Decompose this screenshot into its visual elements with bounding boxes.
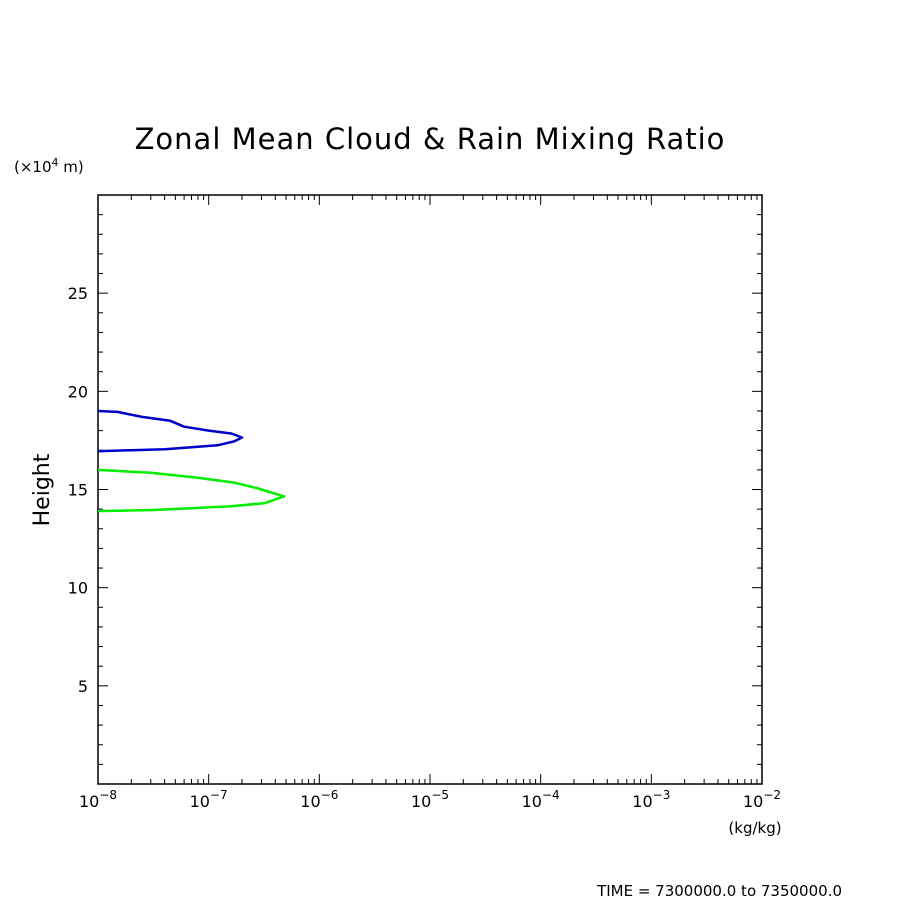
x-tick-base: 10 (632, 792, 652, 811)
x-tick-labels: 10−8 10−7 10−6 10−5 10−4 10−3 10−2 (79, 788, 781, 811)
axis-ticks (98, 195, 762, 784)
y-unit-suffix: m) (59, 158, 84, 176)
x-tick-exponent: −7 (210, 788, 228, 802)
y-tick-label: 20 (68, 382, 88, 401)
x-tick-exponent: −8 (99, 788, 117, 802)
x-tick-base: 10 (522, 792, 542, 811)
x-tick-label: 10−4 (522, 788, 560, 811)
x-tick-exponent: −5 (431, 788, 449, 802)
x-tick-base: 10 (300, 792, 320, 811)
x-tick-label: 10−2 (743, 788, 781, 811)
x-tick-label: 10−3 (632, 788, 670, 811)
x-tick-exponent: −2 (763, 788, 781, 802)
y-unit-exponent: 4 (52, 156, 59, 169)
y-tick-label: 25 (68, 284, 88, 303)
time-footer: TIME = 7300000.0 to 7350000.0 (596, 882, 842, 900)
y-axis-label: Height (30, 453, 55, 526)
x-tick-exponent: −3 (653, 788, 671, 802)
y-tick-labels: 5 10 15 20 25 (68, 284, 88, 696)
series-line-1 (97, 409, 244, 453)
x-tick-label: 10−6 (300, 788, 338, 811)
x-tick-exponent: −4 (542, 788, 560, 802)
y-unit-label: (×104 m) (14, 156, 84, 176)
y-unit-prefix: (×10 (14, 158, 52, 176)
y-tick-label: 10 (68, 579, 88, 598)
x-tick-base: 10 (411, 792, 431, 811)
x-tick-base: 10 (743, 792, 763, 811)
plot-frame (97, 194, 763, 785)
x-unit-label: (kg/kg) (728, 819, 781, 837)
x-tick-exponent: −6 (321, 788, 339, 802)
y-tick-label: 5 (78, 677, 88, 696)
chart-title: Zonal Mean Cloud & Rain Mixing Ratio (135, 122, 726, 156)
series-line-2 (97, 468, 286, 513)
data-series (97, 409, 286, 513)
x-tick-label: 10−7 (190, 788, 228, 811)
y-tick-label: 15 (68, 481, 88, 500)
x-tick-label: 10−8 (79, 788, 117, 811)
x-tick-base: 10 (79, 792, 99, 811)
x-tick-label: 10−5 (411, 788, 449, 811)
x-tick-base: 10 (190, 792, 210, 811)
